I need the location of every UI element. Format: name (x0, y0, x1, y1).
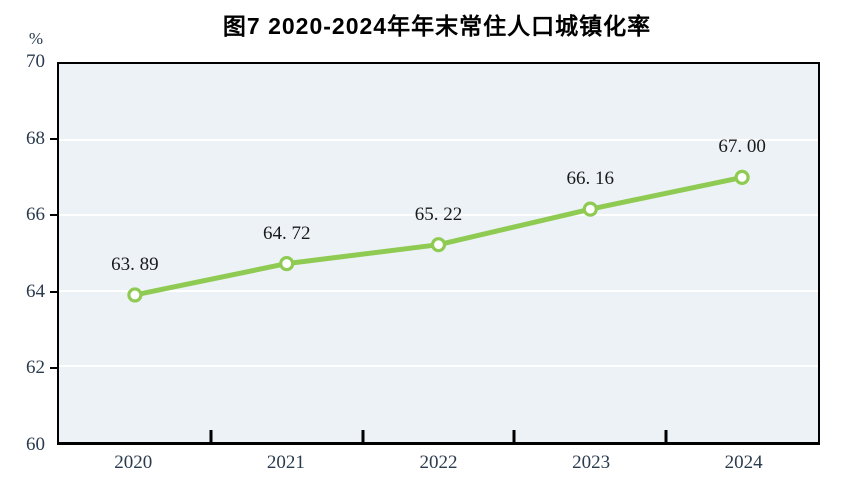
gridline (59, 214, 818, 217)
gridline (59, 365, 818, 368)
y-tick-label: 64 (26, 280, 45, 302)
x-axis-labels: 2020 2021 2022 2023 2024 (57, 452, 820, 474)
y-axis-tick-mark (50, 137, 57, 140)
x-tick-label: 2023 (572, 452, 611, 473)
x-tick-label: 2021 (266, 452, 305, 473)
y-axis-tick-mark (50, 290, 57, 293)
y-axis-tick-mark (50, 367, 57, 370)
data-label: 63. 89 (111, 253, 159, 275)
y-axis-unit-label: % (28, 29, 43, 48)
gridline (59, 138, 818, 141)
x-tick-label: 2022 (419, 452, 458, 473)
y-axis-tick-mark (50, 214, 57, 217)
data-label: 64. 72 (262, 222, 311, 244)
x-axis-tick-mark (209, 430, 213, 442)
y-tick-label: 70 (26, 51, 45, 72)
chart-title: 图7 2020-2024年年末常住人口城镇化率 (222, 13, 652, 39)
y-tick-label: 60 (26, 434, 45, 455)
y-tick-label: 68 (26, 127, 45, 149)
x-tick-label: 2020 (114, 452, 153, 473)
x-axis-tick-mark (512, 430, 516, 442)
line-series (127, 169, 750, 303)
x-axis-tick-mark (361, 430, 365, 442)
x-axis-tick-mark (664, 430, 668, 442)
y-tick-label: 66 (26, 204, 45, 226)
y-tick-label: 62 (26, 357, 45, 379)
data-label: 67. 00 (718, 136, 766, 158)
plot-area: 63. 89 64. 72 65. 22 66. 16 67. 00 (57, 62, 820, 445)
data-label: 66. 16 (566, 168, 615, 190)
x-tick-label: 2024 (724, 452, 763, 473)
data-label: 65. 22 (414, 203, 463, 225)
gridline (59, 289, 818, 292)
y-axis-tick-labels: 70 68 66 64 62 60 (0, 51, 48, 455)
